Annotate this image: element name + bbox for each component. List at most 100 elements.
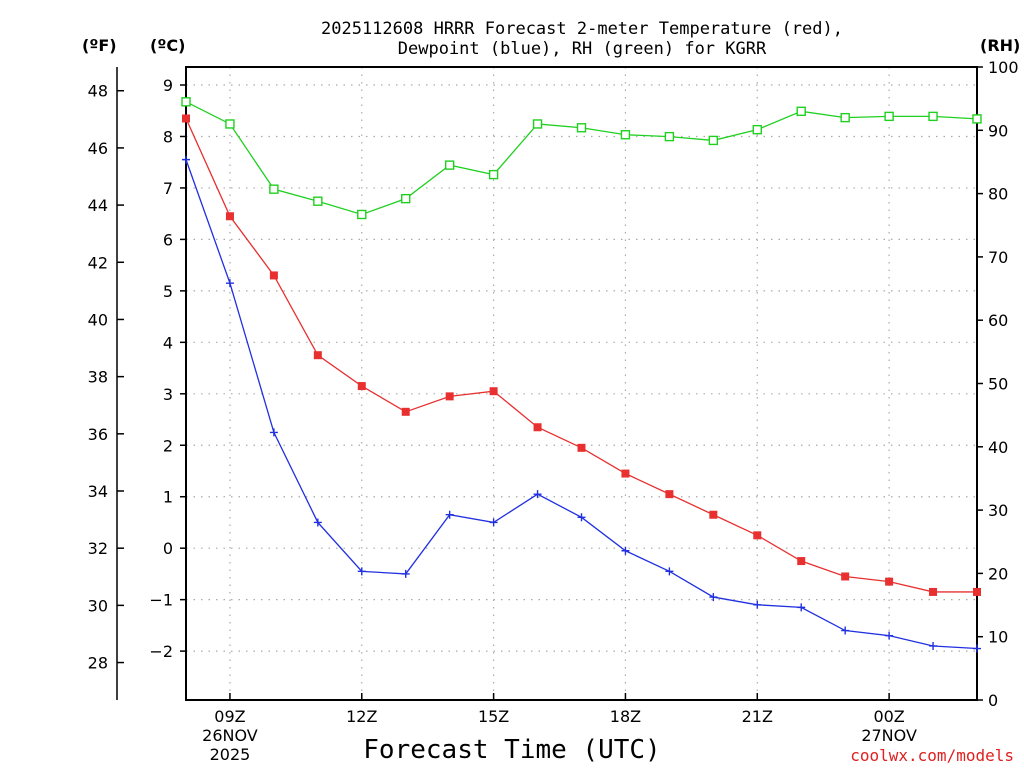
rh-tick-label: 50 <box>988 375 1008 394</box>
celsius-tick-label: 2 <box>163 436 173 455</box>
celsius-tick-label: 1 <box>163 488 173 507</box>
rh-point <box>181 97 191 107</box>
rh-tick-label: 60 <box>988 311 1008 330</box>
rh-point <box>840 112 850 123</box>
time-tick-label: 09Z <box>214 707 245 726</box>
time-tick-label: 15Z <box>478 707 509 726</box>
rh-tick-label: 90 <box>988 121 1008 140</box>
celsius-tick-label: 9 <box>163 76 173 95</box>
celsius-tick-label: 3 <box>163 385 173 404</box>
rh-point <box>928 111 938 122</box>
dewpoint-point <box>269 428 278 437</box>
fahrenheit-tick-label: 32 <box>88 539 108 558</box>
dewpoint-point <box>929 641 938 650</box>
rh-point <box>313 196 323 206</box>
temperature-point <box>577 443 586 452</box>
rh-point <box>532 119 543 129</box>
temperature-point <box>797 557 806 566</box>
rh-line <box>185 101 978 216</box>
celsius-tick-label: 6 <box>163 230 173 249</box>
fahrenheit-tick-label: 30 <box>88 596 108 615</box>
temperature-point <box>445 392 454 401</box>
dewpoint-point <box>753 600 762 609</box>
dewpoint-point <box>445 510 454 519</box>
dewpoint-point <box>577 513 586 522</box>
credit-text: coolwx.com/models <box>850 746 1014 765</box>
dewpoint-point <box>665 567 674 576</box>
rh-point <box>620 130 631 140</box>
rh-tick-label: 40 <box>988 438 1008 457</box>
celsius-tick-label: −2 <box>149 642 173 661</box>
celsius-axis: 9 8 7 6 5 4 3 2 1 0 −1 −2 <box>149 76 186 661</box>
dewpoint-point <box>885 631 894 640</box>
dewpoint-point <box>973 644 981 653</box>
rh-point <box>357 209 367 220</box>
rh-tick-label: 0 <box>988 691 998 710</box>
rh-point <box>752 124 762 135</box>
temperature-point <box>973 587 981 596</box>
temperature-point <box>885 577 894 586</box>
temperature-point <box>753 531 762 540</box>
x-axis-title: Forecast Time (UTC) <box>363 735 660 765</box>
temperature-point <box>929 587 938 596</box>
celsius-unit-label: (ºC) <box>150 36 185 55</box>
temperature-point <box>841 572 850 581</box>
fahrenheit-tick-label: 36 <box>88 425 108 444</box>
fahrenheit-tick-label: 40 <box>88 310 108 329</box>
celsius-tick-label: 8 <box>163 127 173 146</box>
celsius-tick-label: 5 <box>163 282 173 301</box>
time-tick-label: 21Z <box>742 707 773 726</box>
rh-unit-label: (RH) <box>980 36 1020 55</box>
rh-point <box>576 123 587 133</box>
fahrenheit-tick-label: 42 <box>88 253 108 272</box>
celsius-tick-label: 7 <box>163 179 173 198</box>
dewpoint-point <box>621 546 630 555</box>
rh-point <box>708 135 719 146</box>
rh-tick-label: 30 <box>988 501 1008 520</box>
rh-point <box>972 114 982 124</box>
temperature-point <box>357 382 366 391</box>
temperature-point <box>665 490 674 499</box>
rh-point <box>225 119 235 129</box>
dewpoint-point <box>489 518 498 527</box>
chart-title-line2: Dewpoint (blue), RH (green) for KGRR <box>398 39 767 59</box>
fahrenheit-axis: 48 46 44 42 40 38 36 34 32 30 28 <box>88 82 124 673</box>
dewpoint-point <box>401 569 410 578</box>
temperature-point <box>313 351 322 360</box>
dewpoint-point <box>225 279 234 288</box>
temperature-point <box>489 387 498 396</box>
time-tick-label: 18Z <box>610 707 641 726</box>
rh-tick-label: 80 <box>988 185 1008 204</box>
fahrenheit-tick-label: 44 <box>88 196 108 215</box>
temperature-point <box>621 469 630 478</box>
rh-tick-label: 70 <box>988 248 1008 267</box>
time-tick-label: 27NOV <box>861 726 917 745</box>
dewpoint-point <box>709 593 718 602</box>
fahrenheit-tick-label: 46 <box>88 139 108 158</box>
rh-point <box>664 131 675 142</box>
temperature-point <box>533 423 542 432</box>
rh-tick-label: 100 <box>988 58 1019 77</box>
dewpoint-point <box>533 490 542 499</box>
temperature-point <box>709 510 718 519</box>
time-tick-label: 12Z <box>346 707 377 726</box>
time-tick-label: 2025 <box>210 745 251 764</box>
rh-point <box>796 106 806 117</box>
celsius-tick-label: −1 <box>149 591 173 610</box>
rh-point <box>444 160 455 170</box>
temperature-point <box>269 271 278 280</box>
temperature-point <box>401 407 410 416</box>
celsius-tick-label: 4 <box>163 333 173 352</box>
fahrenheit-tick-label: 48 <box>88 82 108 101</box>
dewpoint-point <box>313 518 322 527</box>
rh-point <box>884 111 894 122</box>
series-layer <box>181 97 982 653</box>
dewpoint-point <box>841 626 850 635</box>
plot-frame <box>185 66 978 701</box>
dewpoint-line <box>185 159 978 650</box>
dewpoint-point <box>357 567 366 576</box>
rh-tick-label: 20 <box>988 564 1008 583</box>
time-tick-label: 00Z <box>873 707 904 726</box>
